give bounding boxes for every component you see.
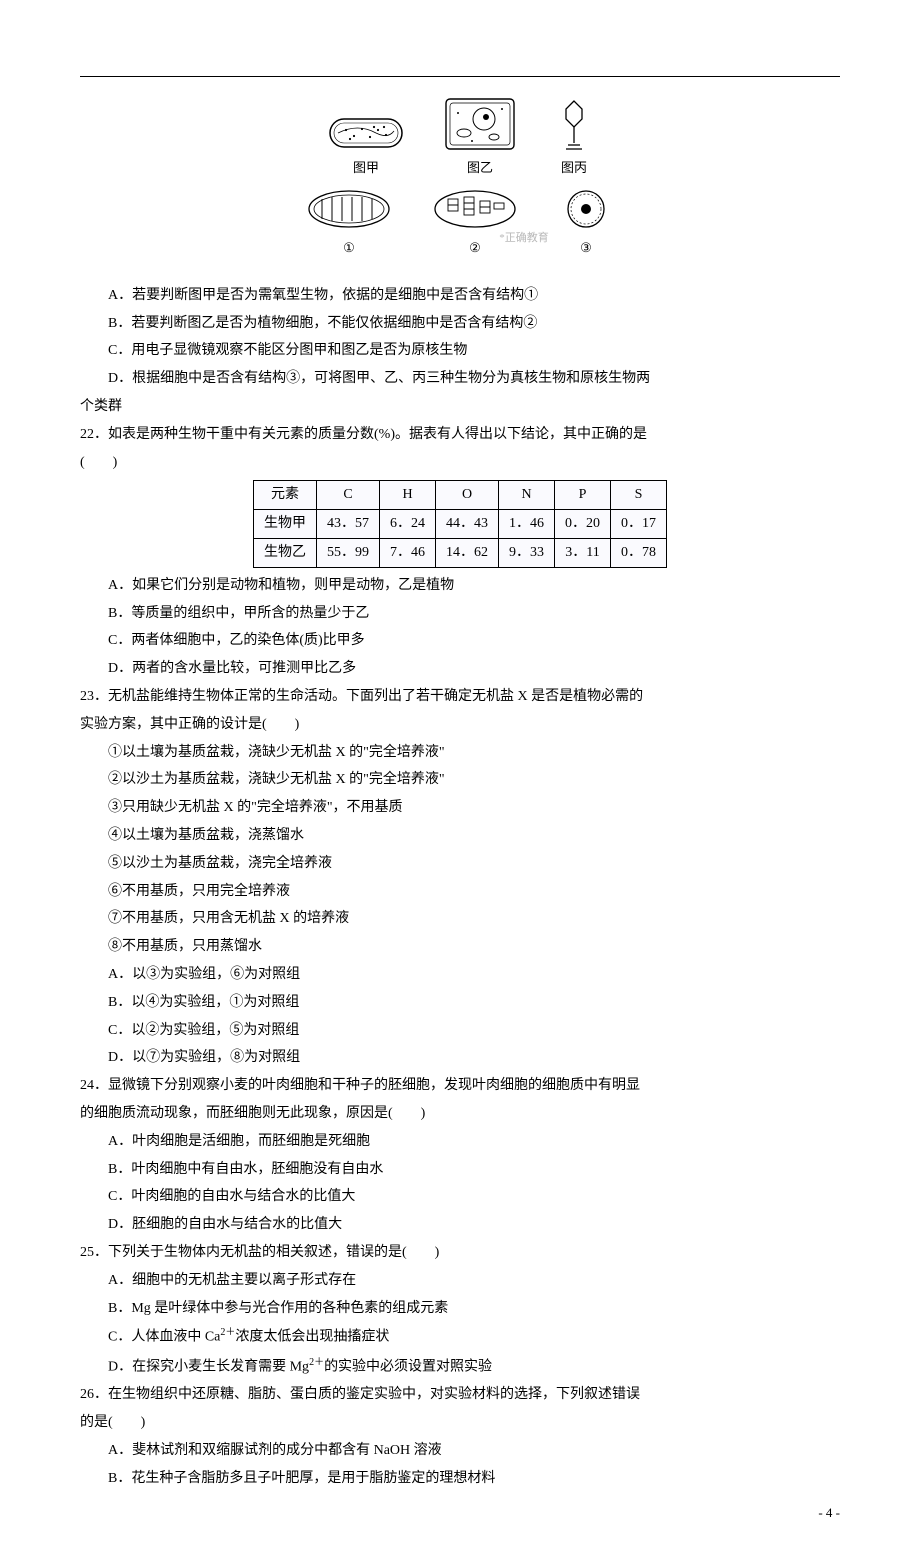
- q21-opt-b: B．若要判断图乙是否为植物细胞，不能仅依据细胞中是否含有结构②: [80, 312, 840, 336]
- q23-stem-l2: 实验方案，其中正确的设计是( ): [80, 713, 840, 737]
- cell-jia-icon: [326, 113, 406, 153]
- q23-opt-b: B．以④为实验组，①为对照组: [80, 991, 840, 1015]
- nucleus-icon: [556, 185, 616, 233]
- top-rule: [80, 76, 840, 77]
- td: 44．43: [436, 510, 499, 539]
- q22-opt-c: C．两者体细胞中，乙的染色体(质)比甲多: [80, 629, 840, 653]
- th: P: [555, 481, 611, 510]
- q23-i1: ①以土壤为基质盆栽，浇缺少无机盐 X 的"完全培养液": [80, 741, 840, 765]
- td: 3．11: [555, 539, 611, 568]
- q25-opt-a: A．细胞中的无机盐主要以离子形式存在: [80, 1269, 840, 1293]
- diagram-label-jia: 图甲: [353, 157, 379, 179]
- mitochondrion-icon: [304, 185, 394, 233]
- diagram-cell-yi: 图乙: [442, 95, 518, 179]
- diagram-label-yi: 图乙: [467, 157, 493, 179]
- th: O: [436, 481, 499, 510]
- q21-opt-d-l2: 个类群: [80, 395, 840, 419]
- diagram-row-2: ① ② ③: [80, 185, 840, 259]
- th: C: [317, 481, 380, 510]
- td: 生物乙: [254, 539, 317, 568]
- q22-table: 元素 C H O N P S 生物甲 43．57 6．24 44．43 1．46…: [253, 480, 667, 567]
- q25-c-post: 浓度太低会出现抽搐症状: [235, 1330, 389, 1345]
- q25-c-sup: 2＋: [220, 1327, 235, 1338]
- q25-d-post: 的实验中必须设置对照实验: [324, 1359, 492, 1374]
- th: S: [611, 481, 667, 510]
- diagram-label-bing: 图丙: [561, 157, 587, 179]
- diagram-block: 图甲 图乙 图丙: [80, 95, 840, 278]
- q23-stem-l1: 23．无机盐能维持生物体正常的生命活动。下面列出了若干确定无机盐 X 是否是植物…: [80, 685, 840, 709]
- q25-c-pre: C．人体血液中 Ca: [108, 1330, 220, 1345]
- q22-stem-l1: 22．如表是两种生物干重中有关元素的质量分数(%)。据表有人得出以下结论，其中正…: [80, 423, 840, 447]
- td: 9．33: [499, 539, 555, 568]
- td: 0．20: [555, 510, 611, 539]
- th: H: [380, 481, 436, 510]
- q26-opt-a: A．斐林试剂和双缩脲试剂的成分中都含有 NaOH 溶液: [80, 1439, 840, 1463]
- table-header-row: 元素 C H O N P S: [254, 481, 667, 510]
- watermark-text: *正确教育: [144, 229, 904, 248]
- cell-yi-icon: [442, 95, 518, 153]
- q23-i7: ⑦不用基质，只用含无机盐 X 的培养液: [80, 907, 840, 931]
- q21-opt-c: C．用电子显微镜观察不能区分图甲和图乙是否为原核生物: [80, 339, 840, 363]
- td: 0．17: [611, 510, 667, 539]
- q21-opt-a: A．若要判断图甲是否为需氧型生物，依据的是细胞中是否含有结构①: [80, 284, 840, 308]
- td: 生物甲: [254, 510, 317, 539]
- th: 元素: [254, 481, 317, 510]
- q23-opt-c: C．以②为实验组，⑤为对照组: [80, 1019, 840, 1043]
- td: 7．46: [380, 539, 436, 568]
- q26-opt-b: B．花生种子含脂肪多且子叶肥厚，是用于脂肪鉴定的理想材料: [80, 1467, 840, 1491]
- diagram-struct-2: ②: [430, 185, 520, 259]
- q24-opt-d: D．胚细胞的自由水与结合水的比值大: [80, 1213, 840, 1237]
- diagram-cell-jia: 图甲: [326, 113, 406, 179]
- td: 43．57: [317, 510, 380, 539]
- q23-i6: ⑥不用基质，只用完全培养液: [80, 880, 840, 904]
- q23-i4: ④以土壤为基质盆栽，浇蒸馏水: [80, 824, 840, 848]
- q22-stem-l2: ( ): [80, 451, 840, 475]
- q25-stem: 25．下列关于生物体内无机盐的相关叙述，错误的是( ): [80, 1241, 840, 1265]
- chloroplast-icon: [430, 185, 520, 233]
- td: 14．62: [436, 539, 499, 568]
- q23-i3: ③只用缺少无机盐 X 的"完全培养液"，不用基质: [80, 796, 840, 820]
- q22-opt-a: A．如果它们分别是动物和植物，则甲是动物，乙是植物: [80, 574, 840, 598]
- q24-stem-l1: 24．显微镜下分别观察小麦的叶肉细胞和干种子的胚细胞，发现叶肉细胞的细胞质中有明…: [80, 1074, 840, 1098]
- q23-opt-a: A．以③为实验组，⑥为对照组: [80, 963, 840, 987]
- td: 6．24: [380, 510, 436, 539]
- th: N: [499, 481, 555, 510]
- q25-d-pre: D．在探究小麦生长发育需要 Mg: [108, 1359, 309, 1374]
- q23-opt-d: D．以⑦为实验组，⑧为对照组: [80, 1046, 840, 1070]
- diagram-struct-3: ③: [556, 185, 616, 259]
- td: 1．46: [499, 510, 555, 539]
- q22-opt-b: B．等质量的组织中，甲所含的热量少于乙: [80, 602, 840, 626]
- q22-opt-d: D．两者的含水量比较，可推测甲比乙多: [80, 657, 840, 681]
- diagram-cell-bing: 图丙: [554, 95, 594, 179]
- q24-opt-c: C．叶肉细胞的自由水与结合水的比值大: [80, 1185, 840, 1209]
- q24-opt-b: B．叶肉细胞中有自由水，胚细胞没有自由水: [80, 1158, 840, 1182]
- q23-i2: ②以沙土为基质盆栽，浇缺少无机盐 X 的"完全培养液": [80, 768, 840, 792]
- q24-stem-l2: 的细胞质流动现象，而胚细胞则无此现象，原因是( ): [80, 1102, 840, 1126]
- q26-stem-l2: 的是( ): [80, 1411, 840, 1435]
- q25-opt-d: D．在探究小麦生长发育需要 Mg2＋的实验中必须设置对照实验: [80, 1354, 840, 1379]
- q23-i8: ⑧不用基质，只用蒸馏水: [80, 935, 840, 959]
- q21-opt-d-l1: D．根据细胞中是否含有结构③，可将图甲、乙、丙三种生物分为真核生物和原核生物两: [80, 367, 840, 391]
- td: 55．99: [317, 539, 380, 568]
- diagram-struct-1: ①: [304, 185, 394, 259]
- td: 0．78: [611, 539, 667, 568]
- q25-d-sup: 2＋: [309, 1357, 324, 1368]
- q23-i5: ⑤以沙土为基质盆栽，浇完全培养液: [80, 852, 840, 876]
- page-number: - 4 -: [818, 1502, 840, 1524]
- q25-opt-c: C．人体血液中 Ca2＋浓度太低会出现抽搐症状: [80, 1324, 840, 1349]
- table-row: 生物乙 55．99 7．46 14．62 9．33 3．11 0．78: [254, 539, 667, 568]
- q26-stem-l1: 26．在生物组织中还原糖、脂肪、蛋白质的鉴定实验中，对实验材料的选择，下列叙述错…: [80, 1383, 840, 1407]
- diagram-row-1: 图甲 图乙 图丙: [80, 95, 840, 179]
- cell-bing-icon: [554, 95, 594, 153]
- q24-opt-a: A．叶肉细胞是活细胞，而胚细胞是死细胞: [80, 1130, 840, 1154]
- q25-opt-b: B．Mg 是叶绿体中参与光合作用的各种色素的组成元素: [80, 1297, 840, 1321]
- table-row: 生物甲 43．57 6．24 44．43 1．46 0．20 0．17: [254, 510, 667, 539]
